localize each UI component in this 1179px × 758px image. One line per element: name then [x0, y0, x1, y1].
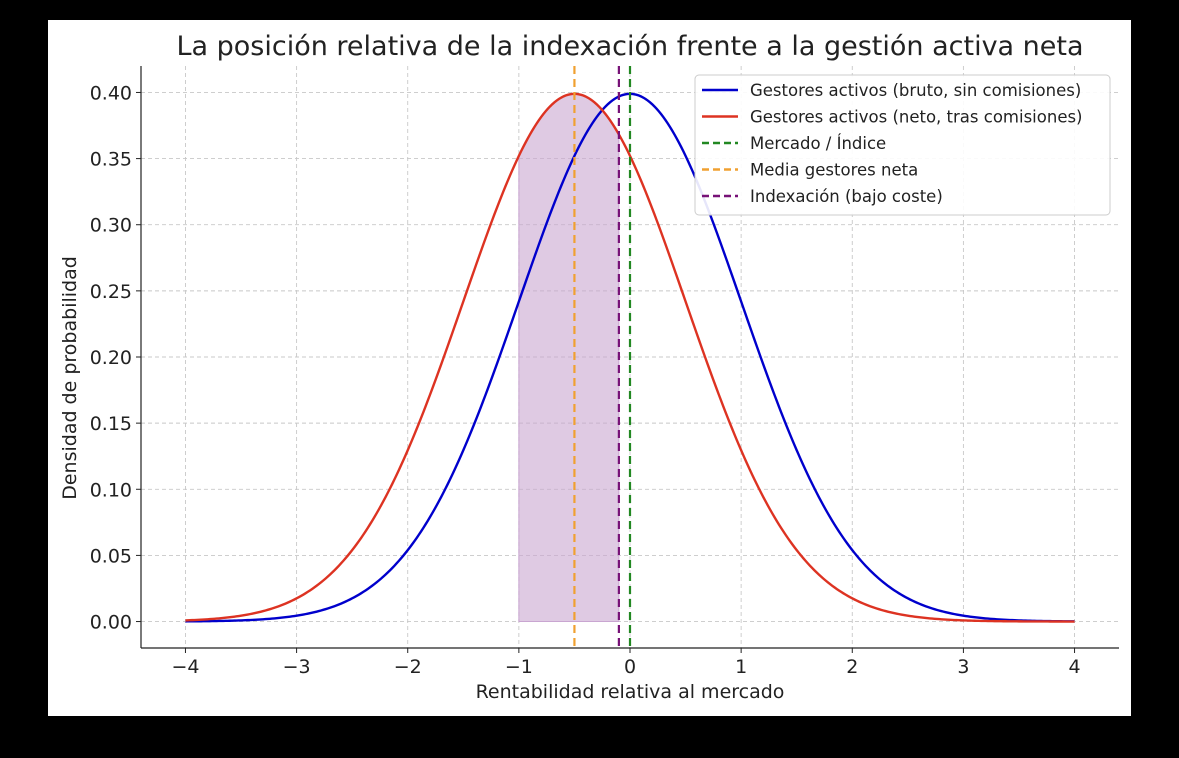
y-tick-label: 0.20 — [90, 347, 132, 369]
tick-labels: −4 −3 −2 −1 0 1 2 3 4 0.00 0.05 0.10 0.15 0.20 0.25 0.3… — [90, 82, 1081, 678]
x-tick-label: −4 — [171, 656, 199, 678]
legend-entry-label: Gestores activos (bruto, sin comisiones) — [750, 81, 1081, 100]
legend-entry-label: Indexación (bajo coste) — [750, 187, 943, 206]
legend-entry-label: Media gestores neta — [750, 161, 918, 180]
legend-box — [694, 74, 1111, 216]
x-tick-label: 0 — [624, 656, 636, 678]
y-tick-label: 0.00 — [90, 612, 132, 634]
chart-svg: −4 −3 −2 −1 0 1 2 3 4 0.00 0.05 0.10 0.15 0.20 0.25 0.3… — [59, 31, 1119, 703]
y-tick-label: 0.05 — [90, 545, 132, 567]
x-tick-label: 3 — [957, 656, 969, 678]
x-tick-label: −1 — [505, 656, 533, 678]
shaded-region — [518, 93, 620, 623]
x-tick-label: 4 — [1068, 656, 1080, 678]
y-tick-label: 0.35 — [90, 149, 132, 171]
series-layer — [185, 66, 1075, 648]
x-tick-label: −3 — [283, 656, 311, 678]
x-tick-label: 2 — [846, 656, 858, 678]
y-tick-label: 0.30 — [90, 215, 132, 237]
x-tick-label: 1 — [735, 656, 747, 678]
y-tick-label: 0.40 — [90, 82, 132, 104]
chart-title: La posición relativa de la indexación fr… — [176, 31, 1083, 62]
y-tick-label: 0.10 — [90, 479, 132, 501]
series-line — [185, 92, 1075, 623]
y-axis-label: Densidad de probabilidad — [59, 256, 81, 500]
legend: Gestores activos (bruto, sin comisiones)… — [694, 74, 1111, 216]
y-tick-label: 0.25 — [90, 281, 132, 303]
legend-entry-label: Mercado / Índice — [750, 134, 886, 153]
legend-entry-label: Gestores activos (neto, tras comisiones) — [750, 108, 1083, 127]
chart-canvas: −4 −3 −2 −1 0 1 2 3 4 0.00 0.05 0.10 0.15 0.20 0.25 0.3… — [48, 20, 1131, 716]
y-tick-label: 0.15 — [90, 413, 132, 435]
x-axis-label: Rentabilidad relativa al mercado — [476, 681, 785, 703]
shaded-region-layer — [518, 93, 620, 623]
x-tick-label: −2 — [394, 656, 422, 678]
